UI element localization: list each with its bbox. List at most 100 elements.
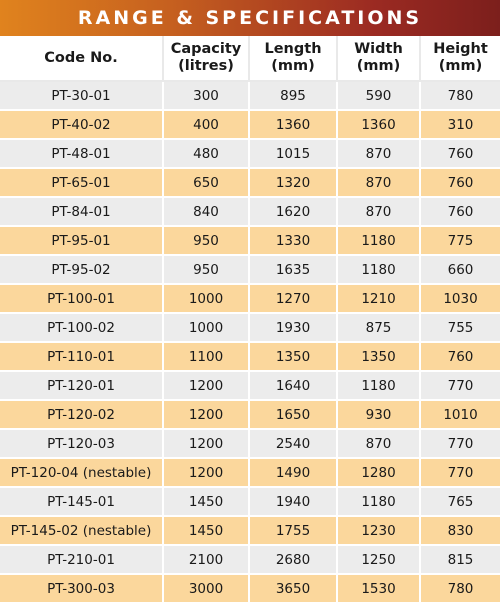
code-cell: PT-110-01 (0, 342, 164, 372)
width-cell: 1180 (337, 487, 421, 517)
height-cell: 1010 (420, 400, 500, 430)
width-cell: 1280 (337, 458, 421, 488)
table-row: PT-120-01 1200 1640 1180 770 (0, 371, 500, 401)
height-cell: 770 (420, 371, 500, 401)
width-cell: 1210 (337, 284, 421, 314)
code-cell: PT-145-01 (0, 487, 164, 517)
capacity-cell: 400 (163, 110, 250, 140)
table-row: PT-110-01 1100 1350 1350 760 (0, 342, 500, 372)
capacity-cell: 1200 (163, 371, 250, 401)
capacity-cell: 480 (163, 139, 250, 169)
height-cell: 765 (420, 487, 500, 517)
header-label: Length (264, 41, 322, 57)
capacity-cell: 1200 (163, 400, 250, 430)
width-cell: 1250 (337, 545, 421, 575)
code-cell: PT-95-01 (0, 226, 164, 256)
column-header-code: Code No. (0, 36, 164, 82)
length-cell: 1015 (249, 139, 338, 169)
table-row: PT-100-01 1000 1270 1210 1030 (0, 284, 500, 314)
width-cell: 1350 (337, 342, 421, 372)
capacity-cell: 300 (163, 81, 250, 111)
column-header-height: Height (mm) (420, 36, 500, 82)
height-cell: 310 (420, 110, 500, 140)
code-cell: PT-40-02 (0, 110, 164, 140)
table-row: PT-210-01 2100 2680 1250 815 (0, 545, 500, 575)
table-row: PT-95-02 950 1635 1180 660 (0, 255, 500, 285)
code-cell: PT-210-01 (0, 545, 164, 575)
height-cell: 775 (420, 226, 500, 256)
code-cell: PT-65-01 (0, 168, 164, 198)
code-cell: PT-95-02 (0, 255, 164, 285)
length-cell: 1330 (249, 226, 338, 256)
specifications-table: Code No. Capacity (litres) Length (mm) W… (0, 36, 500, 604)
table-row: PT-30-01 300 895 590 780 (0, 81, 500, 111)
header-label: Width (354, 41, 403, 57)
header-label: Height (433, 41, 488, 57)
table-row: PT-120-02 1200 1650 930 1010 (0, 400, 500, 430)
length-cell: 1490 (249, 458, 338, 488)
height-cell: 760 (420, 197, 500, 227)
length-cell: 1635 (249, 255, 338, 285)
header-unit: (litres) (178, 58, 234, 74)
width-cell: 930 (337, 400, 421, 430)
code-cell: PT-48-01 (0, 139, 164, 169)
header-unit: (mm) (438, 58, 483, 74)
capacity-cell: 840 (163, 197, 250, 227)
table-row: PT-145-01 1450 1940 1180 765 (0, 487, 500, 517)
code-cell: PT-30-01 (0, 81, 164, 111)
width-cell: 870 (337, 197, 421, 227)
capacity-cell: 1000 (163, 284, 250, 314)
length-cell: 1755 (249, 516, 338, 546)
code-cell: PT-120-03 (0, 429, 164, 459)
capacity-cell: 1200 (163, 458, 250, 488)
table-row: PT-84-01 840 1620 870 760 (0, 197, 500, 227)
code-cell: PT-120-04 (nestable) (0, 458, 164, 488)
height-cell: 755 (420, 313, 500, 343)
length-cell: 2540 (249, 429, 338, 459)
table-row: PT-145-02 (nestable) 1450 1755 1230 830 (0, 516, 500, 546)
column-header-width: Width (mm) (337, 36, 421, 82)
capacity-cell: 650 (163, 168, 250, 198)
code-cell: PT-100-01 (0, 284, 164, 314)
width-cell: 870 (337, 168, 421, 198)
length-cell: 1940 (249, 487, 338, 517)
length-cell: 1620 (249, 197, 338, 227)
height-cell: 660 (420, 255, 500, 285)
table-row: PT-48-01 480 1015 870 760 (0, 139, 500, 169)
length-cell: 895 (249, 81, 338, 111)
width-cell: 1180 (337, 255, 421, 285)
capacity-cell: 1200 (163, 429, 250, 459)
capacity-cell: 1450 (163, 516, 250, 546)
height-cell: 760 (420, 168, 500, 198)
height-cell: 760 (420, 342, 500, 372)
width-cell: 1360 (337, 110, 421, 140)
height-cell: 770 (420, 458, 500, 488)
height-cell: 830 (420, 516, 500, 546)
capacity-cell: 1000 (163, 313, 250, 343)
height-cell: 1030 (420, 284, 500, 314)
capacity-cell: 950 (163, 255, 250, 285)
width-cell: 1180 (337, 226, 421, 256)
length-cell: 1650 (249, 400, 338, 430)
capacity-cell: 950 (163, 226, 250, 256)
height-cell: 815 (420, 545, 500, 575)
length-cell: 2680 (249, 545, 338, 575)
table-row: PT-100-02 1000 1930 875 755 (0, 313, 500, 343)
code-cell: PT-120-01 (0, 371, 164, 401)
header-label: Code No. (44, 49, 118, 66)
height-cell: 780 (420, 81, 500, 111)
column-header-capacity: Capacity (litres) (163, 36, 250, 82)
width-cell: 870 (337, 139, 421, 169)
capacity-cell: 2100 (163, 545, 250, 575)
height-cell: 760 (420, 139, 500, 169)
code-cell: PT-145-02 (nestable) (0, 516, 164, 546)
header-label: Capacity (170, 41, 242, 57)
header-row: Code No. Capacity (litres) Length (mm) W… (0, 36, 500, 82)
length-cell: 1350 (249, 342, 338, 372)
width-cell: 1180 (337, 371, 421, 401)
length-cell: 1640 (249, 371, 338, 401)
length-cell: 1930 (249, 313, 338, 343)
table-row: PT-65-01 650 1320 870 760 (0, 168, 500, 198)
table-row: PT-120-04 (nestable) 1200 1490 1280 770 (0, 458, 500, 488)
